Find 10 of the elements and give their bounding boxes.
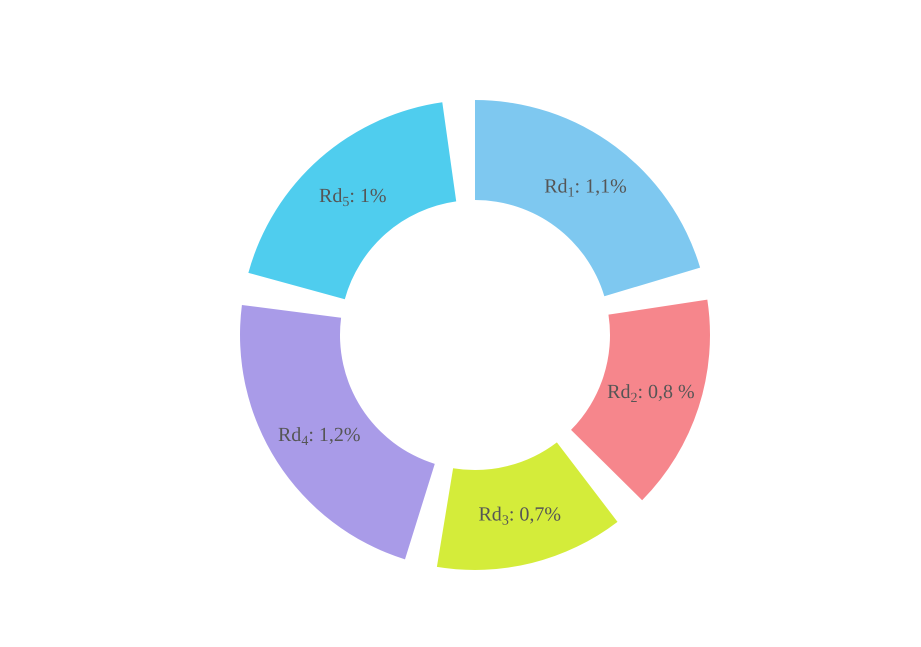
data-label: : 1,1% (574, 176, 627, 198)
slice-label: Rd$_{3}$ (478, 504, 509, 528)
slice-label: Rd$_{4}$ (278, 424, 308, 448)
slice-label: Rd$_{5}$ (319, 185, 350, 210)
slice-label: Rd$_{1}$ (544, 176, 575, 200)
data-label: : 0,8 % (638, 381, 695, 404)
data-label: : 1,2% (308, 424, 361, 446)
data-label: : 0,7% (508, 504, 562, 526)
slice-label: Rd$_{2}$ (607, 381, 638, 406)
data-label: : 1% (349, 185, 387, 208)
